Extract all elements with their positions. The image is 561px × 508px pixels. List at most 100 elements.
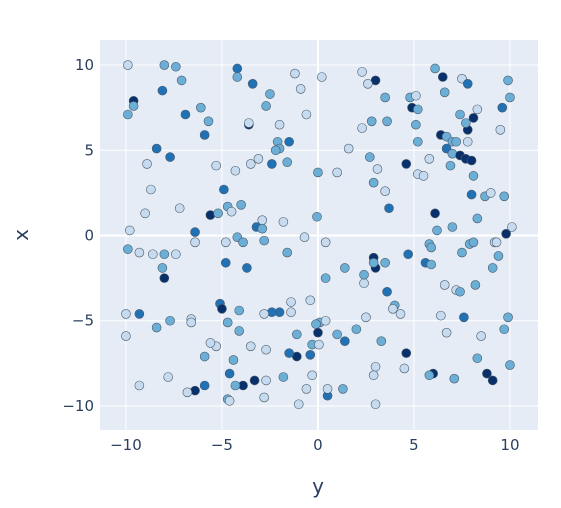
point [232,72,243,82]
point [249,375,260,386]
point [305,350,316,360]
point [165,152,175,162]
point [301,384,312,394]
point [368,177,379,188]
point [436,310,446,321]
point [320,237,331,248]
point [424,154,435,164]
point [157,263,168,273]
point [236,200,246,210]
point [485,188,496,198]
point [140,208,150,219]
point [278,217,289,227]
point [338,384,348,394]
point [295,84,306,94]
point [447,222,458,232]
point [388,304,398,314]
point [314,339,324,350]
point [245,159,256,169]
point [199,380,210,391]
point [121,309,131,319]
point [313,167,323,178]
point [121,331,131,341]
point [351,324,362,335]
point [238,237,248,248]
point [466,155,477,166]
point [171,249,181,260]
point [403,249,413,260]
point [468,113,479,123]
point [242,263,252,273]
point [476,331,486,341]
point [282,157,293,168]
point [220,257,231,268]
point [224,396,235,406]
point [459,312,469,323]
point [461,118,471,128]
point [426,259,437,270]
point [457,247,467,258]
point [363,79,373,89]
point [199,351,210,362]
point [455,286,465,297]
point [270,145,281,156]
point [468,171,479,181]
point [244,118,254,128]
point [274,119,285,130]
point [497,102,508,113]
point [462,79,473,89]
point [134,247,145,258]
point [316,72,327,82]
point [359,269,369,280]
point [449,373,460,384]
point [432,225,442,236]
point [234,305,245,316]
point [205,338,216,348]
point [282,247,293,258]
point [259,235,269,246]
point [199,130,210,140]
point [261,375,271,386]
point [286,297,296,307]
point [293,399,304,410]
point [142,159,152,169]
point [259,309,269,319]
point [368,370,379,381]
point [395,309,406,319]
point [332,167,342,178]
point [468,237,479,248]
point [267,159,277,169]
point [128,101,139,111]
point [134,380,145,391]
point [372,164,383,174]
point [157,85,168,96]
point [370,399,381,410]
point [340,336,350,346]
point [219,184,229,195]
x-tick-label: 0 [313,436,323,454]
point [312,211,322,222]
point [151,322,162,333]
point [455,109,465,120]
point [301,109,312,120]
point [232,63,243,74]
point [190,227,200,237]
point [462,136,473,147]
point [430,208,440,219]
point [278,372,289,382]
point [376,336,387,346]
point [487,375,498,386]
point [357,67,367,77]
point [437,72,448,82]
point [123,109,133,120]
point [439,280,450,290]
point [123,60,133,70]
y-tick-label: 0 [84,227,94,245]
point [228,355,239,365]
point [222,317,233,328]
point [230,380,241,391]
point [445,160,456,171]
point [380,186,390,196]
point [307,370,317,381]
y-tick-label: −10 [62,397,94,415]
